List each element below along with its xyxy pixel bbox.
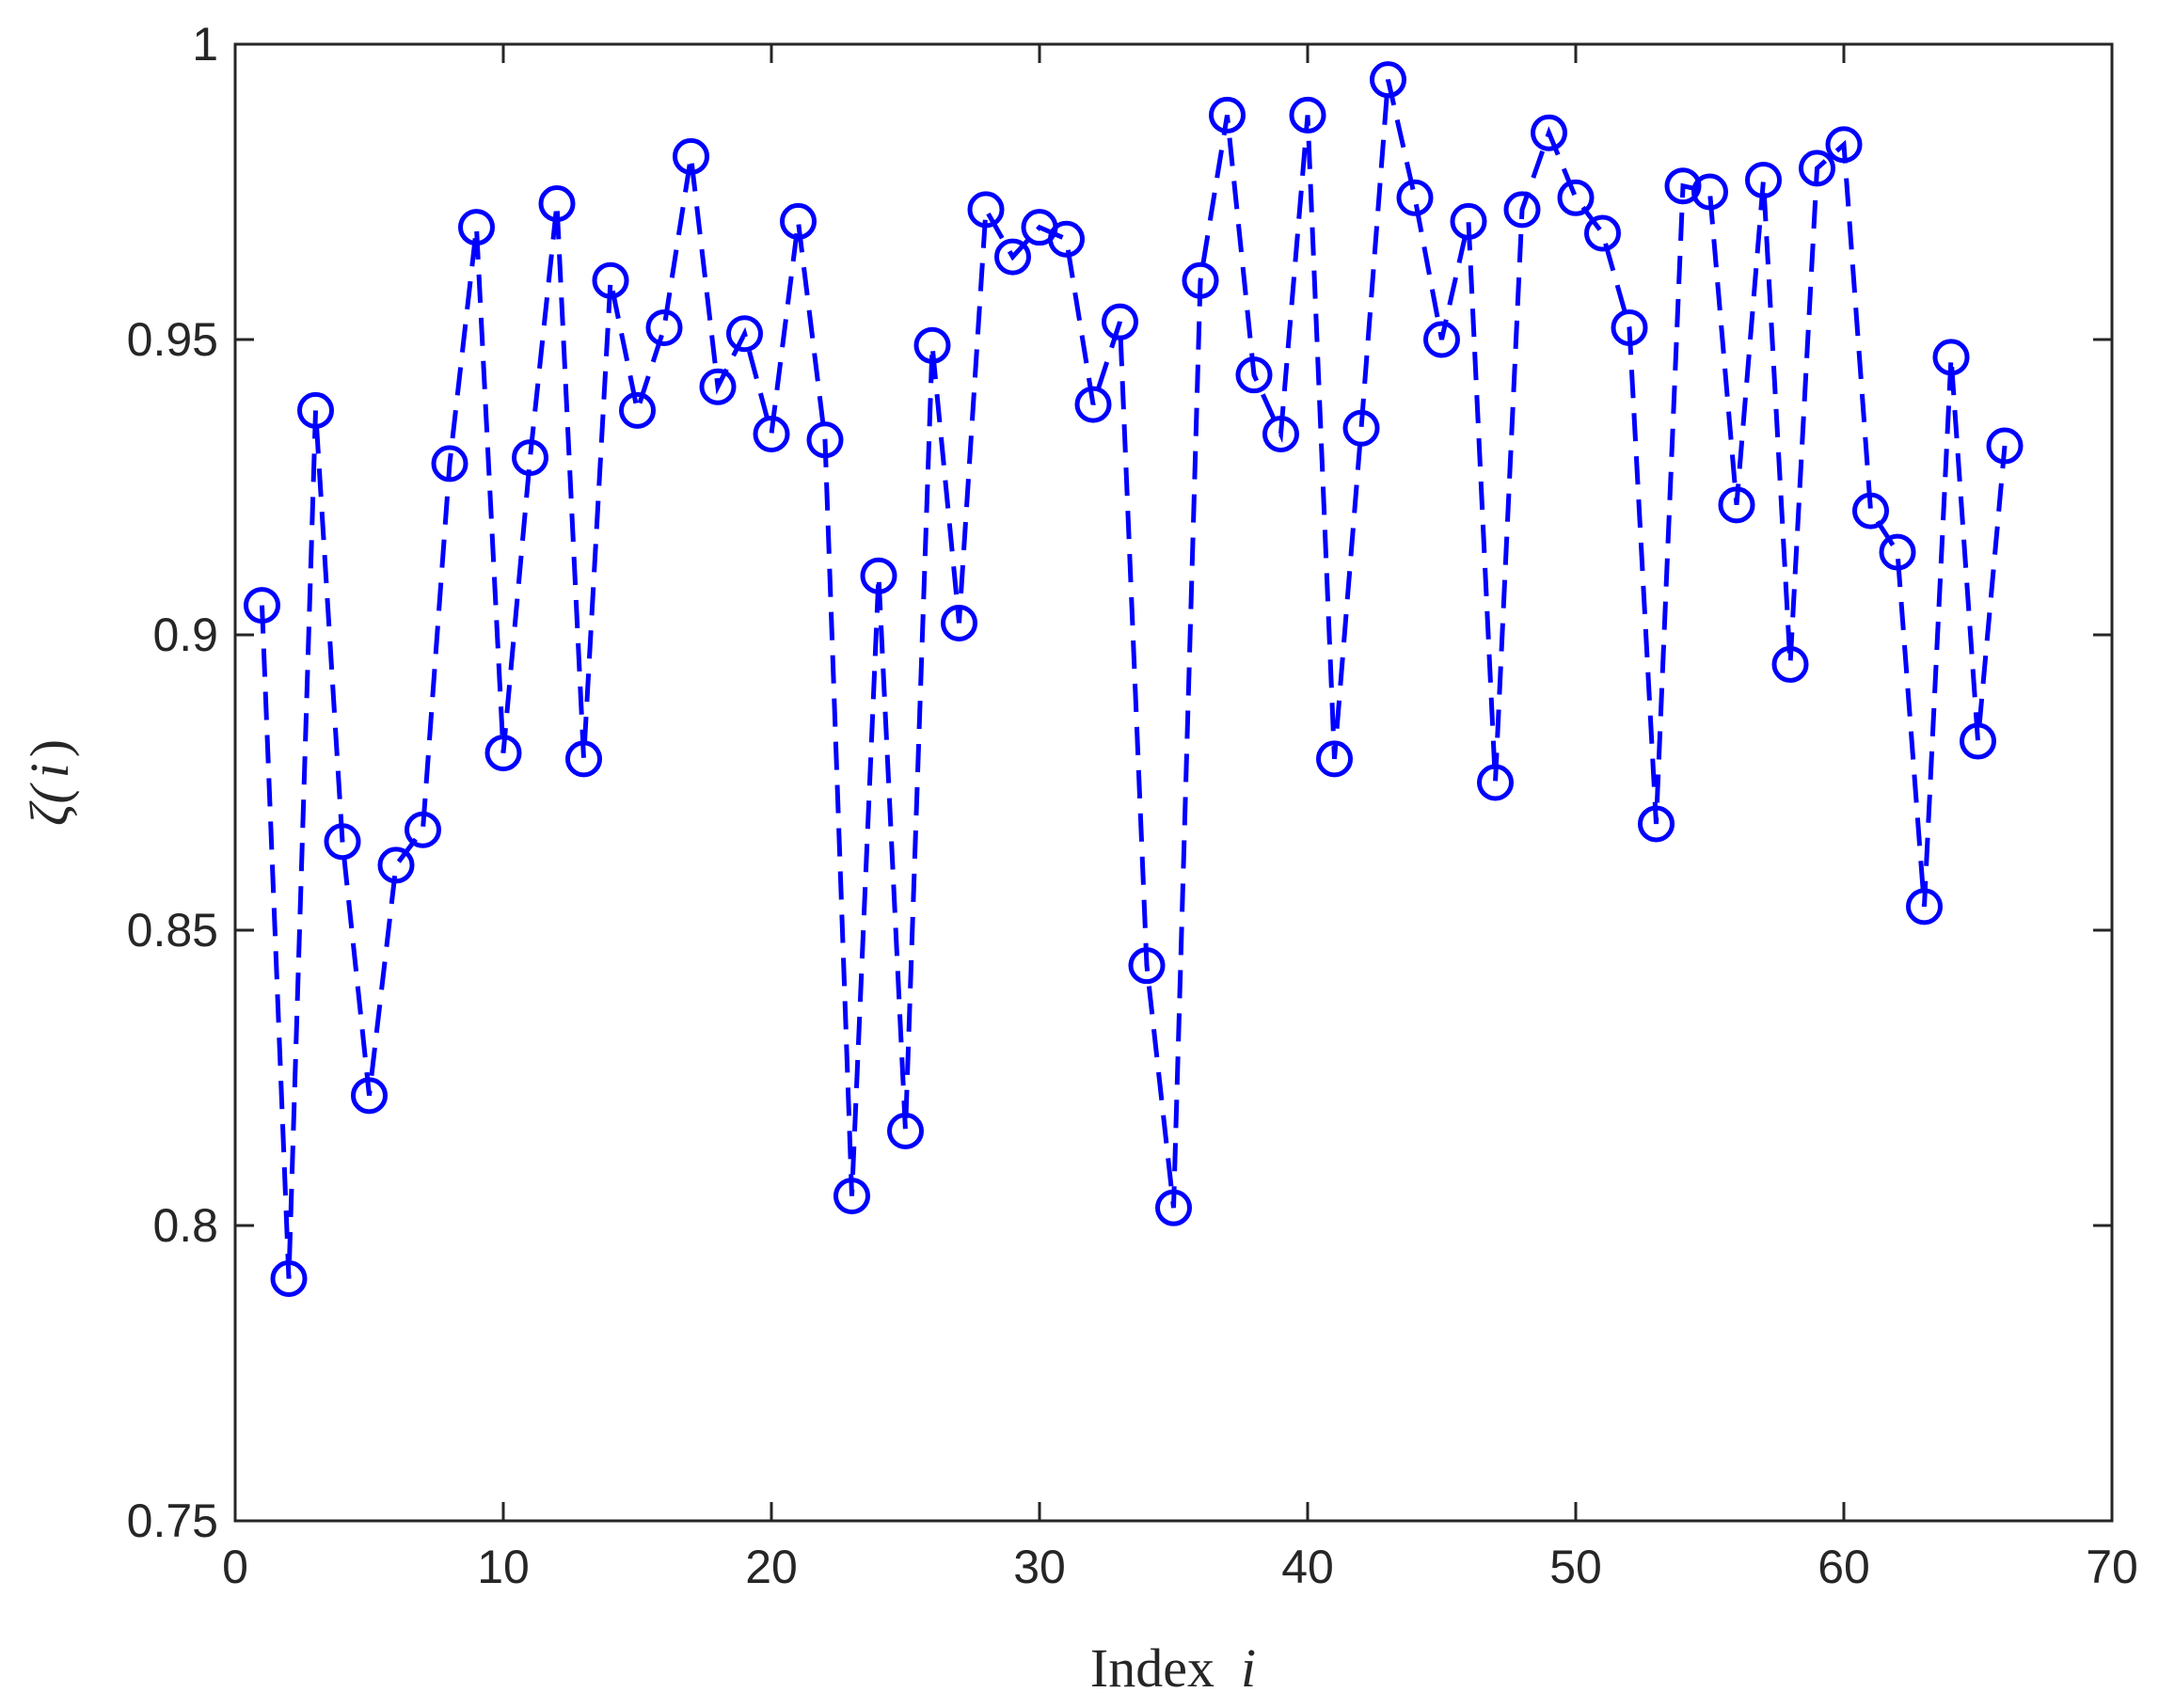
data-point [1370, 61, 1406, 99]
data-point [1235, 356, 1273, 394]
data-point [699, 368, 737, 405]
data-point [967, 191, 1005, 229]
data-point [887, 1113, 924, 1150]
y-tick-label: 0.8 [152, 1199, 218, 1252]
data-point [297, 391, 334, 429]
x-tick-label: 50 [1549, 1541, 1602, 1593]
data-point [753, 415, 790, 452]
data-point [1102, 303, 1138, 340]
data-point [1557, 179, 1595, 216]
data-point [484, 735, 522, 772]
y-axis-title: ζ(i) [19, 739, 80, 826]
data-point [1423, 321, 1460, 358]
x-tick-label: 30 [1013, 1541, 1066, 1593]
data-point [351, 1077, 388, 1115]
data-point [1825, 126, 1863, 164]
series-line [260, 79, 2008, 1279]
data-point [1691, 173, 1728, 211]
y-tick-label: 0.9 [152, 609, 218, 661]
data-point [405, 811, 441, 848]
data-point [1316, 740, 1353, 778]
data-point [726, 315, 763, 353]
data-point [1477, 764, 1514, 801]
data-point [1450, 202, 1487, 240]
data-point [619, 391, 656, 429]
data-point [1262, 415, 1299, 452]
data-point [1531, 114, 1567, 151]
data-point [324, 823, 361, 861]
data-point [1289, 96, 1326, 134]
y-tick-label: 0.75 [127, 1494, 218, 1547]
data-point [860, 557, 897, 594]
data-point [941, 604, 977, 641]
series-layer [244, 61, 2024, 1298]
data-point [592, 261, 629, 299]
y-axis-ticks: 0.75 0.8 0.85 0.9 0.95 1 [127, 18, 2112, 1547]
data-point [458, 209, 495, 246]
data-point [1664, 167, 1702, 205]
data-point [645, 308, 683, 346]
data-point [1503, 191, 1541, 229]
data-point [1209, 96, 1246, 134]
data-point [1718, 486, 1755, 524]
data-point [1584, 214, 1621, 252]
y-tick-label: 0.85 [127, 904, 218, 957]
data-point [1745, 161, 1782, 198]
data-point [833, 1178, 870, 1215]
data-point [1799, 150, 1835, 187]
data-point [1342, 409, 1380, 447]
data-point [1396, 179, 1434, 216]
x-tick-label: 40 [1281, 1541, 1334, 1593]
data-point [512, 439, 548, 477]
data-point [377, 846, 415, 884]
data-point [1986, 427, 2024, 465]
data-point [431, 445, 468, 482]
x-axis-ticks: 0 10 20 30 40 50 60 70 [222, 44, 2138, 1593]
data-point [1771, 645, 1809, 683]
data-point [1048, 220, 1085, 258]
y-tick-label: 0.95 [127, 313, 218, 366]
x-tick-label: 20 [745, 1541, 798, 1593]
data-point [565, 740, 602, 778]
data-point [1960, 722, 1996, 760]
plot-area [233, 42, 2114, 1523]
data-point [780, 202, 817, 240]
data-point [538, 185, 576, 223]
data-point [673, 137, 709, 175]
data-point [1074, 386, 1112, 423]
x-tick-label: 70 [2086, 1541, 2138, 1593]
data-point [1128, 947, 1166, 985]
x-tick-label: 10 [477, 1541, 530, 1593]
x-axis-title: Index i [1090, 1637, 1256, 1699]
data-point [1155, 1189, 1192, 1226]
data-point [270, 1260, 308, 1298]
data-point [1932, 339, 1970, 376]
x-tick-label: 60 [1818, 1541, 1870, 1593]
x-tick-label: 0 [222, 1541, 248, 1593]
data-point [1852, 492, 1889, 530]
data-point [806, 421, 844, 459]
data-point [994, 238, 1031, 276]
data-point [913, 326, 951, 364]
y-tick-label: 1 [192, 18, 218, 71]
data-point [1879, 533, 1916, 571]
data-point [1182, 261, 1219, 299]
data-point [1906, 888, 1943, 925]
data-point [1638, 805, 1675, 843]
data-point [1611, 308, 1648, 346]
data-point [244, 587, 280, 625]
